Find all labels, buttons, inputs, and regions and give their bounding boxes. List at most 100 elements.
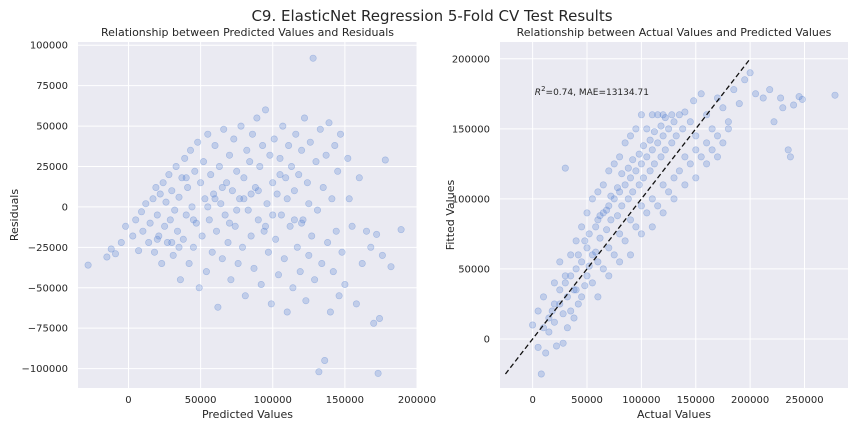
- scatter-point: [572, 237, 580, 245]
- scatter-point: [151, 248, 159, 256]
- scatter-point: [244, 206, 252, 214]
- scatter-point: [309, 54, 317, 62]
- scatter-point: [315, 368, 323, 376]
- scatter-point: [563, 324, 571, 332]
- scatter-point: [194, 138, 202, 146]
- scatter-point: [316, 125, 324, 133]
- scatter-point: [534, 307, 542, 315]
- scatter-point: [697, 153, 705, 161]
- scatter-point: [132, 216, 140, 224]
- scatter-point: [621, 237, 629, 245]
- scatter-point: [752, 90, 760, 98]
- scatter-point: [592, 248, 600, 256]
- scatter-point: [561, 272, 569, 280]
- scatter-point: [135, 247, 143, 255]
- scatter-point: [298, 219, 306, 227]
- scatter-point: [210, 190, 218, 198]
- scatter-point: [276, 154, 284, 162]
- scatter-point: [629, 156, 637, 164]
- scatter-point: [142, 200, 150, 208]
- y-tick-label: −25000: [28, 243, 68, 254]
- scatter-point: [318, 259, 326, 267]
- scatter-point: [599, 181, 607, 189]
- scatter-point: [596, 212, 604, 220]
- scatter-point: [280, 255, 288, 263]
- scatter-point: [618, 170, 626, 178]
- scatter-point: [213, 227, 221, 235]
- x-tick-label: 200000: [731, 395, 769, 406]
- scatter-point: [305, 251, 313, 259]
- scatter-point: [387, 263, 395, 271]
- scatter-point: [175, 243, 183, 251]
- scatter-point: [679, 125, 687, 133]
- scatter-point: [686, 160, 694, 168]
- scatter-point: [708, 125, 716, 133]
- y-tick-label: 25000: [36, 162, 68, 173]
- scatter-point: [254, 187, 262, 195]
- scatter-point: [831, 91, 839, 99]
- scatter-point: [661, 114, 669, 122]
- scatter-point: [648, 146, 656, 154]
- scatter-point: [605, 167, 613, 175]
- scatter-point: [648, 223, 656, 231]
- scatter-point: [759, 94, 767, 102]
- scatter-point: [231, 222, 239, 230]
- scatter-point: [603, 206, 611, 214]
- scatter-point: [335, 292, 343, 300]
- scatter-point: [214, 303, 222, 311]
- scatter-point: [345, 195, 353, 203]
- scatter-point: [556, 258, 564, 266]
- scatter-point: [624, 164, 632, 172]
- y-tick-label: −100000: [21, 364, 68, 375]
- scatter-point: [665, 188, 673, 196]
- scatter-point: [308, 232, 316, 240]
- y-tick-label: 100000: [30, 41, 68, 52]
- scatter-point: [163, 239, 171, 247]
- scatter-point: [321, 356, 329, 364]
- scatter-point: [574, 300, 582, 308]
- scatter-point: [348, 222, 356, 230]
- scatter-point: [632, 167, 640, 175]
- scatter-point: [610, 195, 618, 203]
- scatter-point: [239, 243, 247, 251]
- scatter-point: [570, 314, 578, 322]
- scatter-point: [798, 95, 806, 103]
- scatter-point: [624, 195, 632, 203]
- scatter-point: [741, 76, 749, 84]
- scatter-point: [269, 211, 277, 219]
- scatter-point: [537, 370, 545, 378]
- scatter-point: [260, 227, 268, 235]
- scatter-point: [637, 230, 645, 238]
- scatter-point: [267, 300, 275, 308]
- scatter-point: [618, 202, 626, 210]
- scatter-point: [311, 276, 319, 284]
- actual-vs-fitted-y-axis-label: Fitted Values: [444, 180, 457, 251]
- scatter-point: [594, 293, 602, 301]
- scatter-point: [263, 200, 271, 208]
- scatter-point: [179, 235, 187, 243]
- scatter-point: [708, 146, 716, 154]
- scatter-point: [594, 188, 602, 196]
- scatter-point: [226, 151, 234, 159]
- scatter-point: [561, 164, 569, 172]
- scatter-point: [256, 163, 264, 171]
- scatter-point: [779, 104, 787, 112]
- residuals-y-ticks: −100000 −75000 −50000 −25000 0 25000 50000 7500…: [21, 41, 68, 375]
- scatter-point: [249, 130, 257, 138]
- metrics-annotation: R2=0.74, MAE=13134.71: [535, 85, 649, 98]
- scatter-point: [295, 171, 303, 179]
- scatter-point: [261, 106, 269, 114]
- scatter-point: [713, 132, 721, 140]
- scatter-point: [578, 223, 586, 231]
- scatter-point: [344, 154, 352, 162]
- actual-vs-fitted-y-ticks: 0 50000 100000 150000 200000: [452, 54, 490, 345]
- scatter-point: [233, 206, 241, 214]
- scatter-point: [272, 235, 280, 243]
- scatter-point: [168, 187, 176, 195]
- scatter-point: [215, 163, 223, 171]
- scatter-point: [626, 216, 634, 224]
- scatter-point: [233, 167, 241, 175]
- scatter-point: [171, 206, 179, 214]
- scatter-point: [770, 118, 778, 126]
- identity-reference-line: [504, 58, 751, 375]
